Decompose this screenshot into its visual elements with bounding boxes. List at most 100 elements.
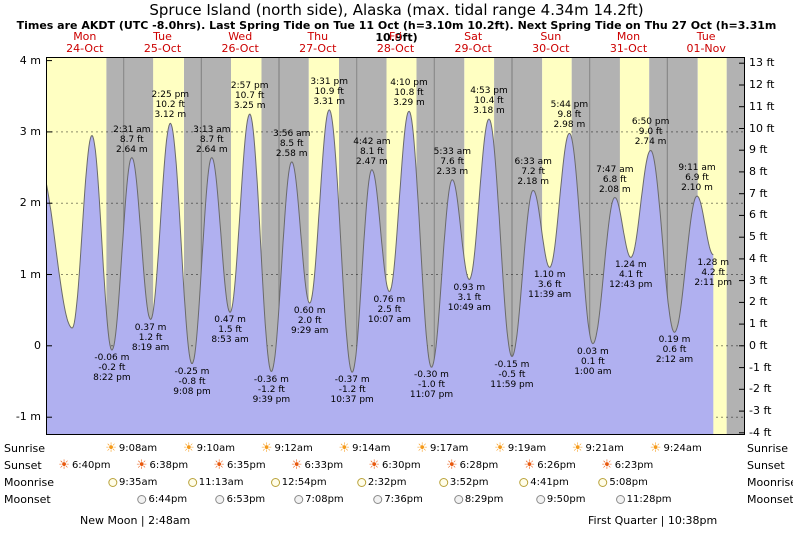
annotation-line: -1.2 ft (257, 384, 285, 395)
annotation-line: -1.2 ft (338, 385, 366, 396)
moonrise-entry: 9:35am (108, 475, 157, 490)
tide-high-annotation: 3:56 am 8.5 ft 2.58 m (273, 129, 310, 159)
sunset-entry: ☀ 6:35pm (213, 458, 265, 473)
sunset-time: 6:30pm (382, 460, 421, 471)
day-name: Mon (73, 30, 97, 43)
sunrise-entry: ☀ 9:14am (339, 441, 391, 456)
sunset-row-label: Sunset (747, 459, 785, 472)
moonrise-row-label: Moonrise (747, 476, 793, 489)
annotation-line: 7.6 ft (440, 156, 465, 167)
annotation-line: 8:53 am (211, 335, 249, 346)
tide-high-annotation: 5:33 am 7.6 ft 2.33 m (434, 147, 471, 177)
day-name: Wed (228, 30, 253, 43)
annotation-line: 2.0 ft (297, 316, 322, 327)
annotation-line: 9.8 ft (557, 110, 582, 121)
annotation-line: 2.5 ft (377, 304, 402, 315)
annotation-line: 4.1 ft (618, 270, 643, 281)
day-name: Tue (696, 30, 716, 43)
tide-high-annotation: 3:13 am 8.7 ft 2.64 m (193, 125, 230, 155)
sun-icon: ☀ (260, 441, 273, 456)
annotation-line: 11:07 pm (409, 390, 454, 401)
tide-low-annotation: -0.30 m -1.0 ft 11:07 pm (410, 370, 453, 400)
sunset-time: 6:35pm (227, 460, 266, 471)
annotation-line: 9:29 am (291, 326, 329, 337)
annotation-line: -1.0 ft (418, 380, 445, 391)
annotation-line: 1.28 m (697, 257, 730, 268)
moonset-time: 9:50pm (546, 494, 586, 505)
sun-icon: ☀ (571, 441, 584, 456)
sun-moon-table: Sunrise Sunrise ☀ 9:08am ☀ 9:10am ☀ 9:12am ☀ 9:14… (0, 441, 793, 511)
day-label: Thu 27-Oct (299, 31, 336, 55)
sunrise-entry: ☀ 9:12am (261, 441, 313, 456)
day-name: Fri (388, 30, 403, 43)
sunset-time: 6:40pm (71, 460, 111, 471)
day-label: Fri 28-Oct (377, 31, 414, 55)
tide-low-annotation: 0.60 m 2.0 ft 9:29 am (291, 306, 328, 336)
annotation-line: 4.2 ft (701, 267, 726, 278)
annotation-line: 1.10 m (533, 270, 566, 281)
annotation-line: 7:47 am (596, 164, 634, 175)
sunset-time: 6:28pm (459, 460, 499, 471)
tide-high-annotation: 5:44 pm 9.8 ft 2.98 m (551, 100, 589, 130)
annotation-line: 10.2 ft (155, 100, 186, 111)
sun-icon: ☀ (416, 441, 429, 456)
moonset-time: 7:08pm (305, 494, 344, 505)
page-title: Spruce Island (north side), Alaska (max.… (149, 1, 644, 19)
annotation-line: -0.2 ft (98, 363, 126, 374)
annotation-line: 3.12 m (154, 110, 187, 121)
y-axis-label-ft: 5 ft (749, 230, 768, 244)
y-axis-label-ft: 3 ft (749, 273, 768, 287)
sunrise-time: 9:10am (196, 443, 235, 454)
moonrise-entry: 12:54pm (270, 475, 327, 490)
annotation-line: 12:43 pm (609, 280, 653, 291)
moon-icon (373, 495, 383, 504)
day-date: 25-Oct (143, 42, 182, 55)
annotation-line: 3:56 am (273, 128, 311, 139)
moonset-entry: 6:53pm (215, 492, 265, 507)
moon-icon (137, 495, 147, 504)
y-axis-label-ft: -3 ft (749, 404, 772, 418)
annotation-line: 6:50 pm (631, 117, 670, 128)
sunrise-entry: ☀ 9:24am (650, 441, 702, 456)
annotation-line: 8.7 ft (119, 134, 144, 145)
moonset-entry: 6:44pm (137, 492, 187, 507)
moonset-entry: 7:36pm (373, 492, 423, 507)
day-date: 30-Oct (532, 42, 570, 55)
sunset-entry: ☀ 6:23pm (601, 458, 653, 473)
sunset-time: 6:23pm (614, 460, 654, 471)
tide-low-annotation: 0.93 m 3.1 ft 10:49 am (448, 283, 491, 313)
y-axis-label-ft: 7 ft (749, 186, 768, 200)
moonset-time: 8:29pm (464, 494, 504, 505)
y-axis-label-ft: 10 ft (749, 121, 775, 135)
sunset-entry: ☀ 6:38pm (136, 458, 188, 473)
annotation-line: 2.47 m (356, 156, 388, 167)
annotation-line: 2.33 m (436, 166, 469, 177)
annotation-line: 8:22 pm (93, 373, 131, 384)
sunrise-time: 9:19am (507, 443, 547, 454)
day-date: 28-Oct (376, 42, 415, 55)
annotation-line: 11:39 am (528, 290, 572, 301)
day-label: Sun 30-Oct (532, 31, 569, 55)
day-label: Mon 24-Oct (66, 31, 103, 55)
annotation-line: 8.7 ft (199, 134, 224, 145)
annotation-line: -0.30 m (414, 370, 449, 381)
annotation-line: 9:39 pm (252, 394, 291, 405)
sunset-entry: ☀ 6:40pm (58, 458, 110, 473)
sunset-time: 6:33pm (304, 460, 344, 471)
annotation-line: 2.74 m (634, 137, 667, 148)
y-axis-label-m: 1 m (19, 267, 41, 281)
annotation-line: 9.0 ft (638, 127, 663, 138)
sun-icon: ☀ (105, 441, 117, 456)
tide-high-annotation: 9:11 am 6.9 ft 2.10 m (678, 163, 715, 193)
tide-low-annotation: 1.10 m 3.6 ft 11:39 am (528, 270, 571, 300)
sun-icon: ☀ (368, 458, 381, 473)
moonrise-time: 5:08pm (609, 477, 648, 488)
annotation-line: 1.2 ft (138, 332, 163, 343)
sunrise-time: 9:12am (274, 443, 313, 454)
moon-icon (356, 478, 366, 487)
annotation-line: 2.18 m (517, 177, 550, 188)
tide-high-annotation: 2:31 am 8.7 ft 2.64 m (113, 125, 150, 155)
annotation-line: 0.76 m (373, 294, 406, 305)
tide-low-annotation: -0.15 m -0.5 ft 11:59 pm (490, 360, 533, 390)
sunrise-entry: ☀ 9:21am (572, 441, 624, 456)
